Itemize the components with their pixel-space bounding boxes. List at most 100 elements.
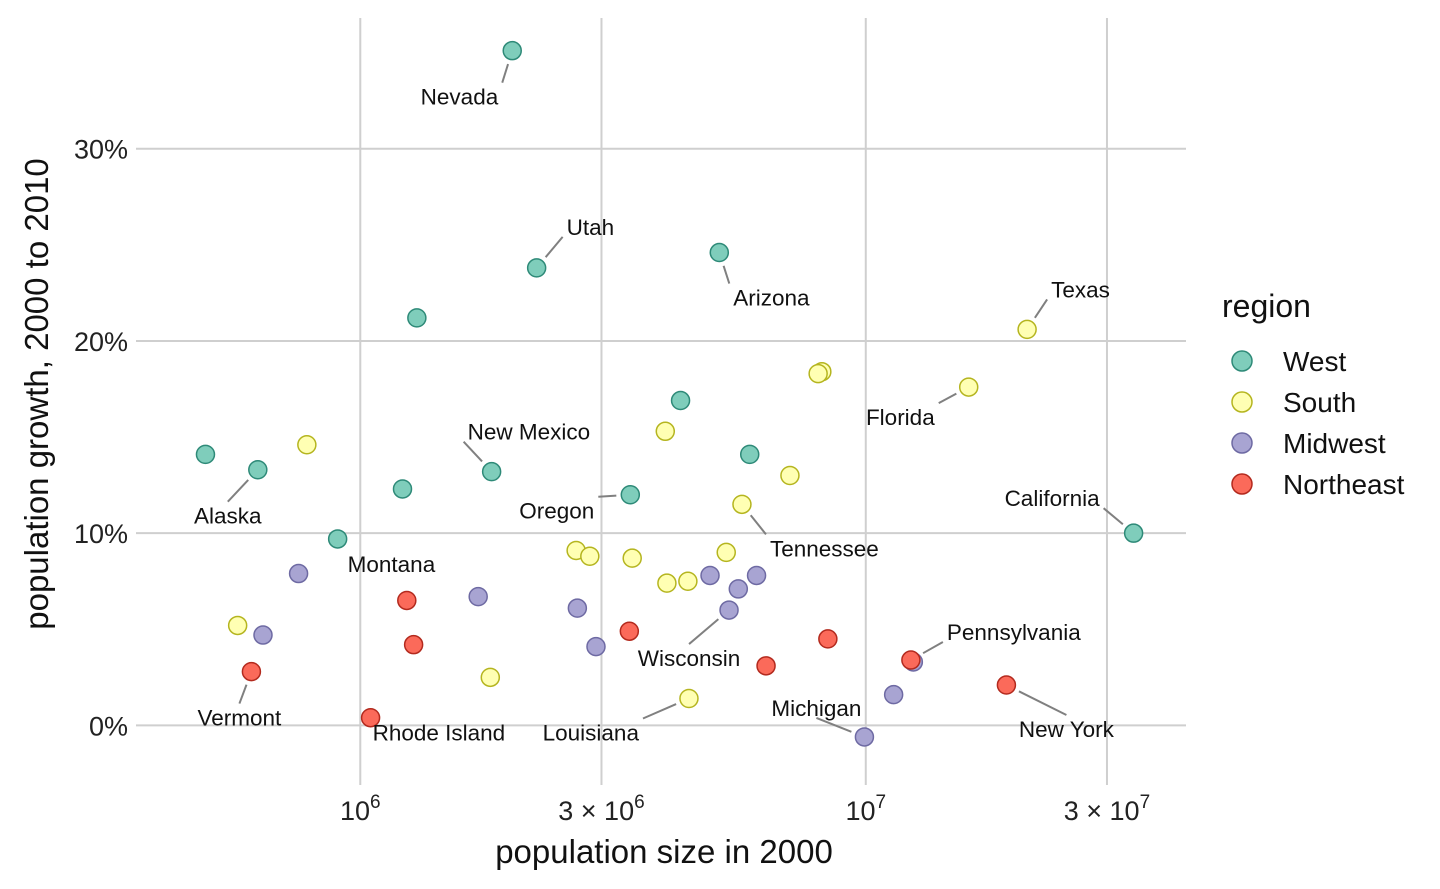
- point-south-dakota: [288, 563, 309, 584]
- label-rhode-island: Rhode Island: [373, 721, 506, 746]
- y-axis-title: population growth, 2000 to 2010: [18, 158, 55, 630]
- legend-label-midwest: Midwest: [1283, 428, 1386, 459]
- x-tick-exponent: 7: [1140, 792, 1151, 813]
- label-nevada: Nevada: [421, 85, 499, 110]
- point-north-carolina: [808, 363, 828, 384]
- point-new-hampshire: [397, 590, 417, 611]
- point-vermont: [241, 661, 262, 682]
- legend-key-west: [1231, 350, 1253, 372]
- legend-key-south: [1231, 391, 1253, 413]
- leader-louisiana: [642, 703, 677, 720]
- point-tennessee: [732, 494, 752, 515]
- label-vermont: Vermont: [198, 706, 283, 731]
- label-florida: Florida: [866, 405, 935, 430]
- point-wyoming: [195, 444, 216, 465]
- legend: region West South Midwest Northeast: [1222, 288, 1405, 500]
- point-delaware: [297, 435, 317, 455]
- label-tennessee: Tennessee: [770, 536, 879, 561]
- legend-key-midwest: [1231, 432, 1253, 454]
- point-labels: Nevada Utah Arizona Texas Florida New Mexico A…: [194, 85, 1115, 746]
- legend-title: region: [1222, 288, 1311, 324]
- point-florida: [958, 377, 979, 397]
- x-tick-base: 10: [845, 796, 875, 826]
- point-massachusetts: [756, 656, 776, 676]
- x-axis-title: population size in 2000: [495, 833, 833, 870]
- y-tick-label: 0%: [89, 711, 128, 741]
- point-connecticut: [619, 621, 640, 641]
- point-iowa: [586, 636, 606, 657]
- leader-arizona: [722, 265, 731, 284]
- point-hawaii: [392, 479, 413, 499]
- point-louisiana: [679, 688, 699, 709]
- leader-michigan: [816, 717, 852, 733]
- leader-pennsylvania: [922, 641, 944, 655]
- leader-new-york: [1018, 690, 1067, 716]
- y-tick-label: 30%: [74, 135, 128, 165]
- label-pennsylvania: Pennsylvania: [947, 620, 1081, 645]
- point-michigan: [854, 727, 875, 747]
- leader-texas: [1034, 298, 1048, 319]
- point-pennsylvania: [901, 650, 921, 670]
- leader-alaska: [227, 479, 249, 503]
- point-maine: [403, 634, 424, 655]
- point-missouri: [728, 579, 749, 599]
- point-nebraska: [468, 586, 488, 607]
- point-north-dakota: [253, 625, 273, 645]
- label-texas: Texas: [1051, 277, 1110, 302]
- label-new-mexico: New Mexico: [468, 420, 591, 445]
- x-tick-base: 3 × 10: [558, 796, 634, 826]
- x-tick-label: 3 × 107: [1064, 792, 1150, 826]
- point-idaho: [407, 308, 427, 328]
- point-indiana: [746, 565, 767, 586]
- point-nevada: [502, 40, 522, 61]
- leader-california: [1102, 507, 1124, 525]
- point-south-carolina: [655, 421, 676, 442]
- label-wisconsin: Wisconsin: [638, 646, 741, 671]
- legend-label-northeast: Northeast: [1283, 469, 1405, 500]
- label-leader-lines: [227, 63, 1124, 733]
- point-new-mexico: [481, 461, 502, 482]
- x-tick-exponent: 6: [634, 792, 645, 813]
- leader-nevada: [501, 63, 510, 83]
- point-west-virginia: [480, 667, 501, 688]
- legend-key-northeast: [1231, 473, 1253, 495]
- point-alabama: [678, 571, 698, 591]
- point-district-of-columbia: [227, 615, 248, 636]
- leader-tennessee: [749, 514, 767, 535]
- point-kentucky: [657, 573, 677, 593]
- y-tick-label: 10%: [74, 519, 128, 549]
- point-wisconsin: [719, 600, 739, 620]
- label-montana: Montana: [348, 552, 436, 577]
- x-tick-label: 107: [845, 792, 886, 826]
- label-michigan: Michigan: [771, 696, 861, 721]
- x-tick-exponent: 7: [876, 792, 887, 813]
- point-texas: [1017, 319, 1037, 340]
- label-louisiana: Louisiana: [543, 720, 640, 745]
- label-arizona: Arizona: [733, 286, 810, 311]
- leader-utah: [544, 236, 564, 258]
- point-arizona: [709, 242, 730, 263]
- x-axis-ticks: 106 3 × 106 107 3 × 107: [340, 792, 1150, 826]
- leader-vermont: [238, 684, 248, 704]
- point-new-york: [996, 675, 1017, 695]
- point-ohio: [883, 684, 904, 705]
- leader-wisconsin: [688, 618, 720, 645]
- label-california: California: [1005, 486, 1101, 511]
- label-alaska: Alaska: [194, 504, 262, 529]
- leader-oregon: [598, 494, 617, 498]
- point-california: [1123, 523, 1144, 543]
- point-oregon: [620, 484, 641, 505]
- x-tick-exponent: 6: [370, 792, 381, 813]
- point-maryland: [716, 542, 736, 563]
- x-tick-base: 10: [340, 796, 370, 826]
- leader-new-mexico: [462, 440, 483, 463]
- y-tick-label: 20%: [74, 327, 128, 357]
- y-axis-ticks: 0% 10% 20% 30%: [74, 135, 128, 742]
- x-tick-base: 3 × 10: [1064, 796, 1140, 826]
- point-rhode-island: [360, 707, 381, 728]
- point-alaska: [248, 459, 268, 480]
- point-kansas: [567, 598, 588, 618]
- point-oklahoma: [622, 548, 642, 568]
- point-washington: [739, 444, 760, 465]
